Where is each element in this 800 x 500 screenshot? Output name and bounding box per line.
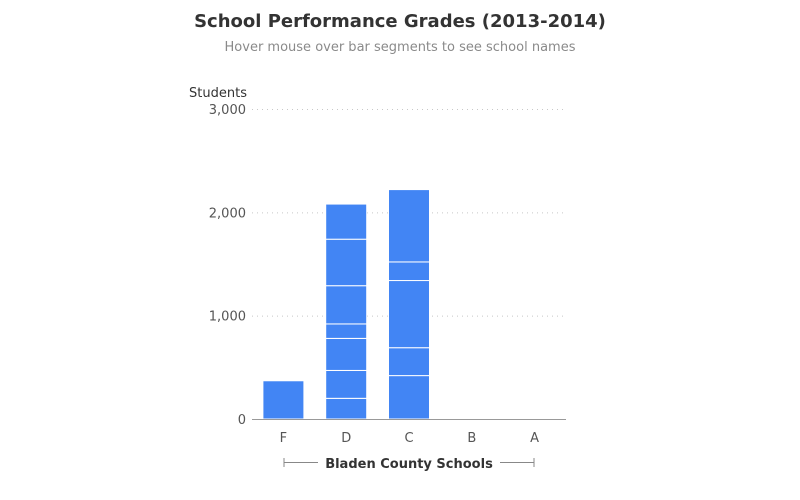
- bar-segment-c-4[interactable]: [388, 261, 430, 282]
- bar-segment-d-1[interactable]: [325, 397, 368, 420]
- x-tick-label-d: D: [341, 431, 351, 446]
- bar-segment-d-3[interactable]: [325, 337, 368, 371]
- y-tick-label: 2,000: [209, 206, 246, 221]
- x-tick-label-c: C: [404, 431, 413, 446]
- bar-segment-d-6[interactable]: [325, 238, 368, 287]
- y-tick-label: 1,000: [209, 310, 246, 325]
- y-axis-ticks: 0 1,000 2,000 3,000: [209, 103, 246, 428]
- bracket-right: [500, 458, 535, 467]
- bar-segment-f-1[interactable]: [262, 380, 305, 420]
- bar-segment-c-5[interactable]: [388, 189, 430, 263]
- chart-subtitle: Hover mouse over bar segments to see sch…: [225, 40, 576, 55]
- bar-segment-c-1[interactable]: [388, 375, 430, 420]
- x-tick-label-f: F: [280, 431, 287, 446]
- y-axis-label: Students: [189, 86, 247, 101]
- x-axis-title-bracket: [283, 458, 535, 467]
- y-tick-label: 0: [238, 413, 246, 428]
- bracket-left: [283, 458, 318, 467]
- bars: [262, 189, 430, 420]
- x-axis-label: Bladen County Schools: [325, 457, 493, 472]
- y-tick-label: 3,000: [209, 103, 246, 118]
- x-tick-label-b: B: [467, 431, 476, 446]
- bar-segment-d-7[interactable]: [325, 203, 368, 240]
- bar-segment-d-5[interactable]: [325, 285, 368, 325]
- bar-segment-c-3[interactable]: [388, 280, 430, 349]
- x-tick-label-a: A: [530, 431, 539, 446]
- bar-segment-c-2[interactable]: [388, 347, 430, 377]
- chart-title: School Performance Grades (2013-2014): [194, 11, 606, 32]
- bar-segment-d-4[interactable]: [325, 323, 368, 339]
- bar-segment-d-2[interactable]: [325, 369, 368, 399]
